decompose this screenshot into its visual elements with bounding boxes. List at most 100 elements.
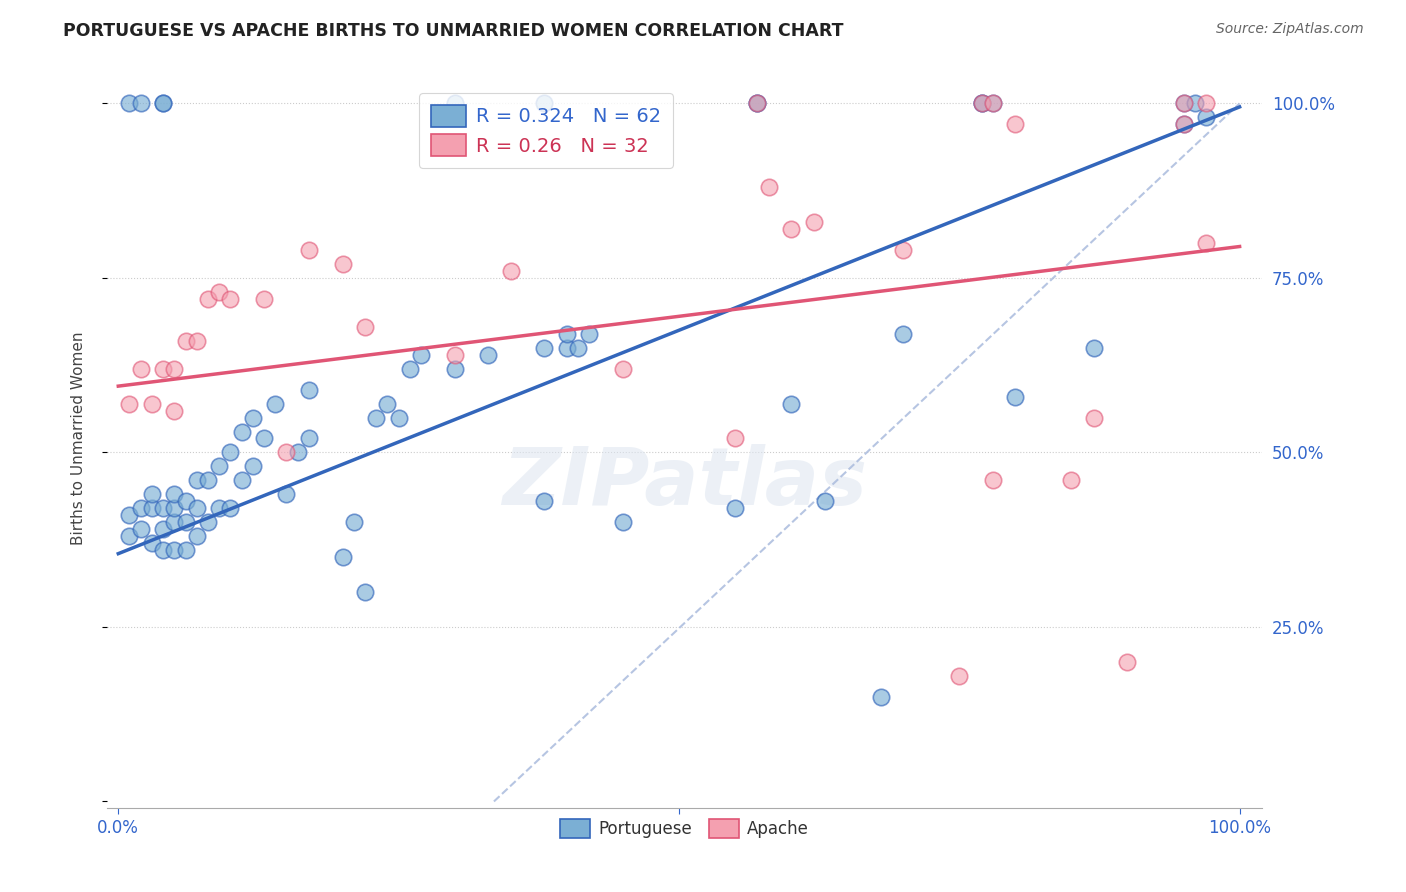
Point — [163, 501, 186, 516]
Point — [152, 501, 174, 516]
Point — [276, 445, 298, 459]
Point — [231, 425, 253, 439]
Point — [174, 515, 197, 529]
Point — [354, 319, 377, 334]
Point — [533, 341, 555, 355]
Point — [1195, 111, 1218, 125]
Point — [398, 361, 420, 376]
Point — [152, 361, 174, 376]
Point — [163, 361, 186, 376]
Point — [1060, 474, 1083, 488]
Point — [1195, 235, 1218, 250]
Point — [118, 396, 141, 410]
Point — [1173, 96, 1195, 111]
Point — [477, 348, 499, 362]
Point — [152, 96, 174, 111]
Point — [129, 501, 152, 516]
Point — [1004, 117, 1026, 131]
Point — [891, 243, 914, 257]
Point — [1173, 117, 1195, 131]
Point — [1173, 96, 1195, 111]
Point — [163, 515, 186, 529]
Point — [1184, 96, 1206, 111]
Point — [780, 396, 803, 410]
Point — [163, 487, 186, 501]
Point — [377, 396, 399, 410]
Point — [1083, 341, 1105, 355]
Point — [612, 361, 634, 376]
Point — [555, 341, 578, 355]
Point — [758, 180, 780, 194]
Point — [948, 669, 970, 683]
Point — [129, 522, 152, 536]
Point — [253, 432, 276, 446]
Point — [891, 326, 914, 341]
Point — [118, 529, 141, 543]
Point — [803, 215, 825, 229]
Point — [141, 536, 163, 550]
Point — [1173, 117, 1195, 131]
Point — [186, 474, 208, 488]
Point — [219, 292, 242, 306]
Point — [219, 501, 242, 516]
Point — [981, 474, 1004, 488]
Point — [152, 96, 174, 111]
Point — [141, 487, 163, 501]
Point — [970, 96, 993, 111]
Point — [163, 543, 186, 558]
Point — [747, 96, 769, 111]
Point — [152, 522, 174, 536]
Point — [264, 396, 287, 410]
Point — [332, 550, 354, 565]
Point — [612, 515, 634, 529]
Point — [814, 494, 837, 508]
Point — [578, 326, 600, 341]
Point — [724, 432, 747, 446]
Point — [152, 543, 174, 558]
Point — [981, 96, 1004, 111]
Point — [1083, 410, 1105, 425]
Point — [298, 432, 321, 446]
Point — [186, 334, 208, 348]
Point — [118, 96, 141, 111]
Text: PORTUGUESE VS APACHE BIRTHS TO UNMARRIED WOMEN CORRELATION CHART: PORTUGUESE VS APACHE BIRTHS TO UNMARRIED… — [63, 22, 844, 40]
Point — [208, 501, 231, 516]
Point — [981, 96, 1004, 111]
Point — [388, 410, 411, 425]
Text: ZIPatlas: ZIPatlas — [502, 444, 868, 522]
Point — [1004, 390, 1026, 404]
Point — [443, 348, 465, 362]
Point — [197, 515, 219, 529]
Point — [163, 403, 186, 417]
Point — [118, 508, 141, 523]
Point — [253, 292, 276, 306]
Point — [747, 96, 769, 111]
Point — [242, 410, 264, 425]
Point — [298, 383, 321, 397]
Point — [231, 474, 253, 488]
Point — [567, 341, 589, 355]
Point — [1116, 655, 1139, 669]
Point — [443, 361, 465, 376]
Point — [555, 326, 578, 341]
Point — [242, 459, 264, 474]
Point — [780, 222, 803, 236]
Point — [208, 459, 231, 474]
Point — [747, 96, 769, 111]
Point — [287, 445, 309, 459]
Point — [141, 396, 163, 410]
Point — [1195, 96, 1218, 111]
Point — [970, 96, 993, 111]
Point — [499, 264, 522, 278]
Point — [197, 292, 219, 306]
Point — [129, 96, 152, 111]
Point — [186, 501, 208, 516]
Point — [533, 494, 555, 508]
Point — [409, 348, 432, 362]
Point — [366, 410, 388, 425]
Point — [186, 529, 208, 543]
Point — [219, 445, 242, 459]
Point — [443, 96, 465, 111]
Point — [129, 361, 152, 376]
Point — [208, 285, 231, 299]
